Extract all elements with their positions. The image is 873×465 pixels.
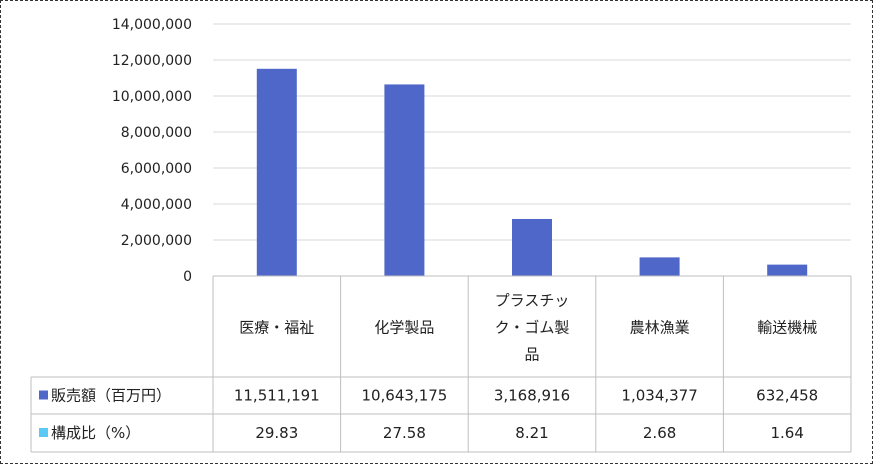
category-label: 医療・福祉: [239, 319, 314, 337]
bar: [639, 257, 680, 276]
data-label: 1.64: [770, 424, 803, 442]
table-row-label: 構成比（%）: [51, 424, 140, 442]
data-label: 27.58: [383, 424, 426, 442]
data-label: 11,511,191: [234, 387, 320, 405]
legend-key: [39, 390, 48, 400]
data-label: 8.21: [515, 424, 548, 442]
y-tick-label: 6,000,000: [121, 161, 192, 177]
category-label: 品: [524, 346, 539, 364]
y-tick-label: 14,000,000: [112, 17, 192, 33]
category-label: ク・ゴム製: [495, 319, 570, 337]
legend-key: [39, 428, 48, 437]
y-tick-label: 4,000,000: [121, 197, 192, 213]
y-tick-label: 10,000,000: [112, 89, 192, 105]
data-label: 632,458: [756, 387, 818, 405]
y-tick-label: 2,000,000: [121, 233, 192, 249]
data-label: 3,168,916: [494, 387, 570, 405]
table-row-label: 販売額（百万円）: [51, 387, 171, 405]
category-label: 輸送機械: [757, 319, 817, 337]
category-label: プラスチッ: [495, 292, 570, 310]
bar: [512, 218, 552, 276]
data-label: 10,643,175: [361, 387, 447, 405]
bar: [384, 84, 425, 276]
category-label: 農林漁業: [630, 319, 690, 337]
data-label: 2.68: [643, 424, 676, 442]
data-label: 29.83: [255, 424, 298, 442]
category-label: 化学製品: [374, 319, 434, 337]
data-label: 1,034,377: [621, 387, 697, 405]
y-tick-label: 8,000,000: [121, 125, 192, 141]
bar: [256, 68, 297, 277]
y-tick-label: 12,000,000: [112, 53, 192, 69]
bar: [767, 264, 808, 276]
y-tick-label: 0: [183, 269, 192, 285]
